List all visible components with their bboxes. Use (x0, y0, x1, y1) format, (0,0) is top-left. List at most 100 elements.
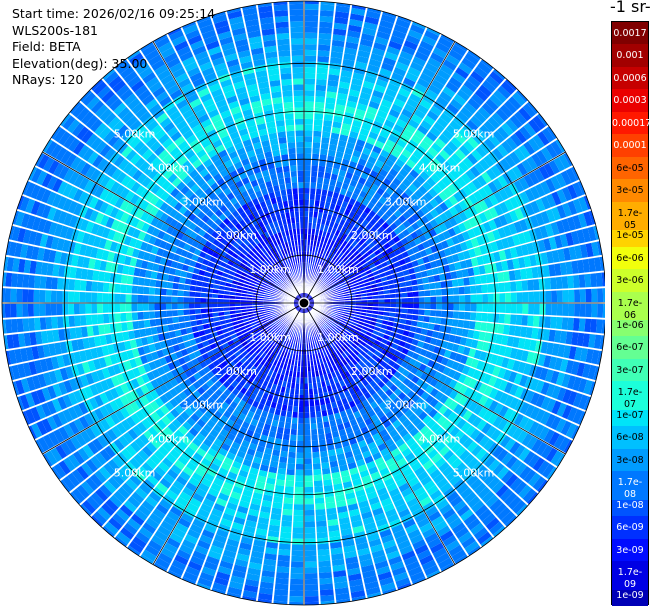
range-gate-cell (317, 543, 330, 550)
range-gate-cell (91, 314, 98, 325)
range-gate-cell (337, 423, 345, 431)
range-gate-cell (443, 349, 452, 359)
range-gate-cell (10, 303, 17, 318)
range-gate-cell (372, 361, 380, 369)
range-gate-cell (467, 518, 481, 531)
range-gate-cell (317, 387, 323, 394)
range-gate-cell (478, 435, 490, 448)
range-gate-cell (365, 331, 373, 337)
range-gate-cell (482, 373, 492, 385)
range-gate-cell (445, 539, 460, 552)
range-gate-cell (171, 303, 178, 310)
range-gate-cell (426, 464, 438, 475)
range-gate-cell (559, 358, 569, 373)
range-gate-cell (366, 491, 378, 500)
range-gate-cell (459, 449, 471, 462)
range-gate-cell (366, 306, 373, 310)
range-gate-cell (265, 483, 275, 491)
range-gate-cell (248, 424, 257, 432)
range-gate-cell (383, 311, 390, 317)
range-gate-cell (288, 346, 292, 353)
range-gate-cell (183, 315, 191, 322)
range-gate-cell (34, 275, 41, 289)
range-gate-cell (310, 188, 316, 195)
range-gate-cell (183, 297, 190, 303)
range-gate-cell (309, 394, 314, 401)
range-gate-cell (335, 349, 342, 356)
range-gate-cell (246, 573, 260, 582)
range-gate-cell (595, 319, 603, 334)
range-gate-cell (377, 442, 387, 452)
range-gate-cell (362, 347, 369, 354)
range-gate-cell (388, 555, 403, 566)
range-gate-cell (80, 280, 87, 291)
range-gate-cell (39, 289, 46, 303)
range-gate-cell (154, 287, 161, 296)
range-gate-cell (537, 460, 550, 475)
range-gate-cell (483, 438, 495, 451)
range-gate-cell (320, 351, 325, 358)
range-gate-cell (493, 502, 507, 517)
range-gate-cell (267, 412, 274, 420)
range-gate-cell (319, 571, 332, 579)
range-gate-cell (183, 284, 191, 291)
range-gate-cell (289, 584, 304, 591)
range-gate-cell (539, 367, 549, 381)
range-gate-cell (532, 476, 546, 491)
range-gate-cell (345, 331, 353, 337)
range-gate-cell (489, 498, 503, 512)
range-gate-cell (401, 447, 412, 458)
range-gate-cell (160, 303, 167, 311)
range-gate-cell (297, 170, 304, 177)
range-gate-cell (295, 383, 300, 390)
range-gate-cell (299, 205, 304, 212)
range-gate-cell (460, 487, 473, 500)
range-gate-cell (476, 340, 484, 351)
range-gate-cell (405, 560, 421, 572)
range-gate-cell (385, 410, 395, 420)
range-gate-cell (551, 400, 562, 415)
range-gate-cell (351, 358, 358, 366)
range-gate-cell (435, 441, 446, 453)
range-gate-cell (397, 539, 411, 550)
range-gate-cell (276, 125, 286, 133)
range-gate-cell (304, 400, 310, 407)
range-gate-cell (399, 545, 414, 556)
range-gate-cell (431, 515, 445, 527)
range-gate-cell (247, 567, 261, 576)
range-gate-cell (529, 406, 541, 420)
range-gate-cell (142, 295, 149, 303)
range-gate-cell (304, 573, 318, 580)
range-gate-cell (267, 471, 277, 480)
range-gate-cell (371, 343, 379, 350)
range-gate-cell (270, 425, 278, 433)
range-gate-cell (352, 525, 365, 534)
range-gate-cell (307, 371, 312, 378)
range-gate-cell (316, 526, 328, 533)
range-gate-cell (441, 310, 448, 318)
range-gate-cell (386, 482, 398, 492)
range-gate-cell (562, 303, 569, 317)
range-gate-cell (424, 309, 431, 316)
range-gate-cell (463, 513, 478, 526)
range-gate-cell (334, 369, 341, 377)
range-gate-cell (336, 312, 343, 316)
range-gate-cell (527, 315, 534, 327)
range-gate-cell (414, 466, 426, 477)
range-gate-cell (505, 303, 512, 314)
range-gate-cell (380, 497, 393, 507)
range-gate-cell (394, 410, 404, 419)
range-gate-cell (409, 441, 420, 452)
range-gate-cell (550, 450, 563, 466)
range-gate-cell (440, 340, 449, 349)
range-gate-cell (370, 333, 378, 340)
range-gate-cell (335, 362, 342, 370)
range-gate-cell (328, 317, 334, 322)
range-gate-cell (550, 370, 560, 384)
range-gate-cell (327, 318, 333, 324)
range-gate-cell (341, 475, 352, 483)
range-gate-cell (472, 330, 481, 340)
range-gate-cell (317, 320, 323, 327)
range-gate-cell (516, 303, 523, 314)
range-gate-cell (510, 314, 517, 325)
